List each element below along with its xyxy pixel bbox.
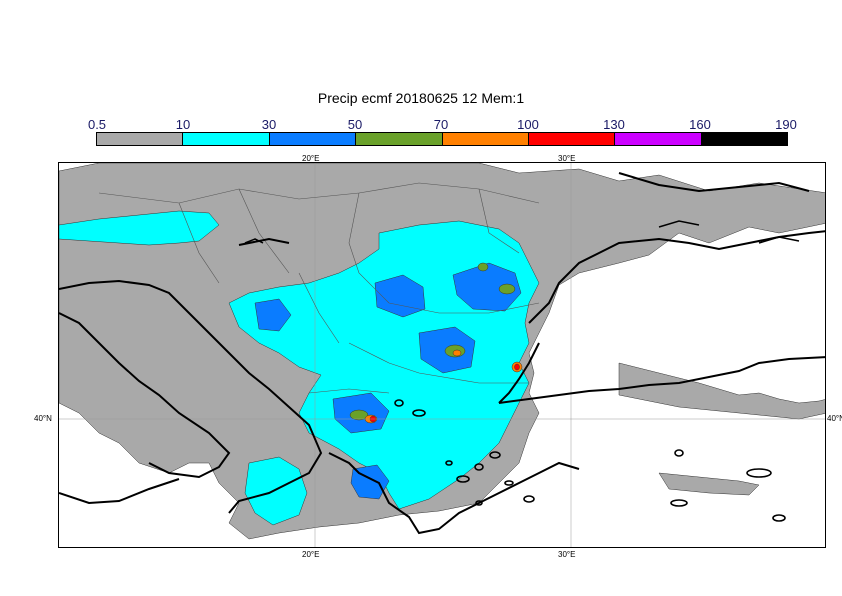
precip-area-cyan [244, 456, 308, 526]
legend-label: 50 [347, 117, 363, 132]
precip-area-green [477, 262, 489, 272]
legend-swatch-black [701, 133, 787, 145]
lat-label-right: 40°N [827, 414, 842, 423]
precip-area-cyan [59, 210, 220, 246]
lake-outline [244, 238, 264, 244]
precip-area-blue [374, 274, 426, 318]
legend-label: 160 [689, 117, 711, 132]
lake-outline [758, 236, 800, 244]
lon-label-bottom: 30°E [558, 550, 576, 559]
precip-area-green [349, 409, 369, 421]
coastline [328, 452, 580, 535]
lon-label-bottom: 20°E [302, 550, 320, 559]
legend-label: 190 [775, 117, 797, 132]
precip-area-gray [618, 362, 825, 420]
lon-label-top: 30°E [558, 154, 576, 163]
lake-outline [658, 220, 700, 228]
legend-label: 130 [603, 117, 625, 132]
precip-area-orange [452, 349, 462, 357]
coastline [498, 342, 540, 404]
precip-area-green [498, 283, 516, 295]
legend-swatch-red [528, 133, 616, 145]
coastline [59, 312, 231, 479]
precip-area-red [514, 363, 520, 371]
coastline [238, 237, 290, 246]
legend-label: 30 [261, 117, 277, 132]
legend-swatch-purple [615, 133, 702, 145]
coastline [59, 478, 180, 505]
precip-area-gray [658, 472, 760, 496]
precip-map [59, 163, 825, 547]
lon-label-top: 20°E [302, 154, 320, 163]
coastline [59, 279, 323, 514]
legend-swatch-green [356, 133, 443, 145]
coastline [618, 172, 810, 193]
legend-swatch-gray [97, 133, 184, 145]
legend-swatch-orange [442, 133, 529, 145]
legend-label: 0.5 [87, 117, 107, 132]
legend-swatch-cyan [183, 133, 270, 145]
precip-area-blue [254, 298, 292, 332]
precip-area-blue [452, 262, 522, 312]
color-legend [96, 132, 788, 146]
aegean-islands [394, 399, 786, 522]
legend-swatch-blue [269, 133, 357, 145]
map-panel [58, 162, 826, 548]
legend-label: 10 [175, 117, 191, 132]
country-border [98, 182, 540, 394]
legend-label: 100 [517, 117, 539, 132]
lat-label-left: 40°N [34, 414, 52, 423]
map-title: Precip ecmf 20180625 12 Mem:1 [317, 90, 525, 106]
coastline [498, 356, 825, 404]
legend-label: 70 [433, 117, 449, 132]
